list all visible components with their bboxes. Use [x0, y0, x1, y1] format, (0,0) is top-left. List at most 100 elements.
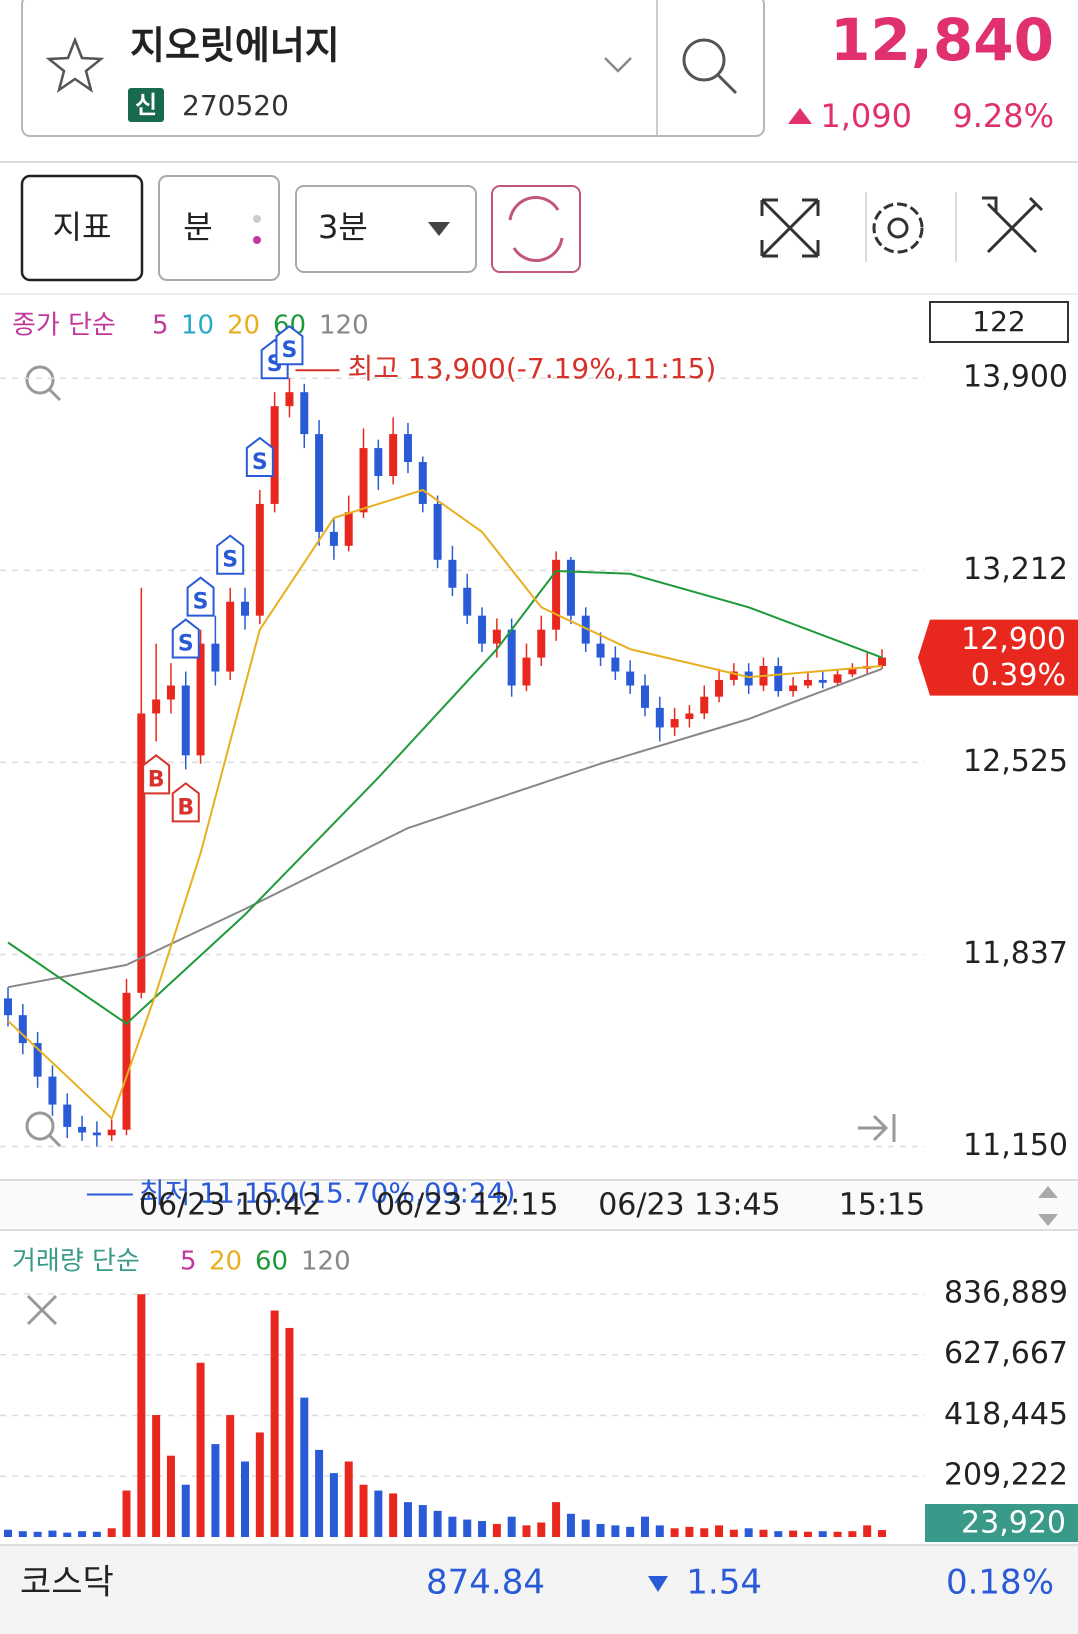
- candle-body: [448, 559, 457, 588]
- zoom-in-icon[interactable]: [25, 365, 55, 395]
- y-tick-label: 836,889: [944, 1275, 1068, 1310]
- candle-body: [848, 668, 857, 675]
- candle-body: [626, 671, 635, 686]
- volume-bar: [640, 1516, 649, 1537]
- volume-bar: [537, 1522, 546, 1537]
- candle-body: [433, 503, 442, 560]
- y-tick-label: 13,212: [963, 552, 1068, 587]
- zoom-icon-handle: [48, 1134, 62, 1148]
- close-icon[interactable]: [26, 1294, 58, 1326]
- volume-bar: [196, 1362, 205, 1537]
- footer-bg: [0, 1545, 1078, 1634]
- volume-bar: [315, 1449, 324, 1537]
- signal-marker: [142, 754, 171, 795]
- search-icon[interactable]: [682, 38, 726, 82]
- y-tick-label: 11,150: [963, 1128, 1068, 1163]
- current-price-tag: [918, 619, 1078, 696]
- interval-select[interactable]: [295, 185, 477, 273]
- legend-item: 5: [152, 311, 169, 341]
- legend-item: 20: [209, 1247, 242, 1277]
- volume-bar: [626, 1526, 635, 1537]
- volume-bar: [803, 1531, 812, 1537]
- badge-bg: [128, 88, 164, 122]
- fullscreen-icon[interactable]: [760, 198, 820, 258]
- candle-body: [137, 713, 146, 993]
- volume-bar: [403, 1502, 412, 1537]
- candle-body: [537, 629, 546, 658]
- dot: [253, 215, 261, 223]
- volume-bar: [374, 1490, 383, 1537]
- volume-bar: [107, 1528, 116, 1537]
- star-icon[interactable]: [45, 36, 105, 93]
- candle-body: [700, 696, 709, 714]
- indicator-button[interactable]: [20, 174, 144, 282]
- candle-body: [33, 1043, 42, 1077]
- candle-body: [685, 713, 694, 720]
- legend-item: 120: [301, 1247, 351, 1277]
- volume-bar: [300, 1397, 309, 1537]
- volume-bar: [241, 1461, 250, 1537]
- zoom-icon-handle: [48, 388, 62, 402]
- volume-bar: [863, 1525, 872, 1537]
- x-tick-label: 06/23 12:15: [376, 1188, 558, 1223]
- candle-body: [122, 992, 131, 1130]
- unit-button[interactable]: [158, 175, 280, 281]
- volume-bar: [596, 1523, 605, 1537]
- candle-body: [596, 643, 605, 658]
- x-tick-label: 06/23 10:42: [139, 1188, 321, 1223]
- volume-bar: [463, 1519, 472, 1537]
- signal-marker: [245, 436, 274, 477]
- y-tick-label: 627,667: [944, 1336, 1068, 1371]
- candle-body: [507, 629, 516, 686]
- select-arrow: [428, 222, 450, 236]
- candle-body: [166, 685, 175, 700]
- zoom-out-icon[interactable]: [25, 1111, 55, 1141]
- volume-bar: [478, 1521, 487, 1537]
- price-change: 1,090: [820, 97, 912, 135]
- candle-body: [48, 1076, 57, 1105]
- candle-body: [878, 657, 886, 666]
- settings-icon[interactable]: [872, 202, 924, 254]
- volume-bar: [611, 1525, 620, 1537]
- tools-icon[interactable]: [982, 196, 1044, 254]
- legend-item: 120: [319, 311, 369, 341]
- candle-body: [403, 434, 412, 463]
- signal-marker: [171, 782, 200, 823]
- market-index: 874.84: [426, 1563, 545, 1603]
- signal-label: S: [282, 338, 298, 363]
- candle-body: [344, 512, 353, 546]
- candle-body: [463, 587, 472, 616]
- candle-body: [552, 559, 561, 630]
- candle-body: [270, 406, 279, 504]
- candle-body: [418, 462, 427, 504]
- volume-bar: [566, 1513, 575, 1537]
- moving-average: [7, 488, 883, 1121]
- volume-bar: [48, 1530, 57, 1537]
- volume-bar: [285, 1327, 294, 1537]
- down-arrow: [648, 1576, 668, 1592]
- volume-bar: [789, 1530, 798, 1537]
- candle-body: [522, 657, 531, 686]
- volume-bar: [63, 1532, 72, 1537]
- volume-bar: [329, 1473, 338, 1537]
- candle-body: [359, 448, 368, 513]
- volume-bar: [78, 1531, 87, 1537]
- volume-bar: [552, 1502, 561, 1537]
- resize-icon[interactable]: [1038, 1186, 1058, 1226]
- legend-item: 5: [180, 1247, 197, 1277]
- scroll-end-icon[interactable]: [858, 1114, 896, 1142]
- dropdown-chevron[interactable]: [604, 57, 632, 73]
- volume-bar: [655, 1525, 664, 1537]
- candle-body: [729, 671, 738, 680]
- search-box[interactable]: [21, 0, 765, 137]
- volume-current: 23,920: [961, 1506, 1066, 1541]
- candle-body: [92, 1132, 101, 1136]
- signal-marker: [171, 618, 200, 659]
- volume-bar: [729, 1529, 738, 1537]
- volume-bar: [137, 1294, 146, 1537]
- volume-bar: [359, 1484, 368, 1537]
- market-change: 1.54: [686, 1563, 762, 1603]
- candle-body: [285, 392, 294, 407]
- candle-body: [315, 434, 324, 532]
